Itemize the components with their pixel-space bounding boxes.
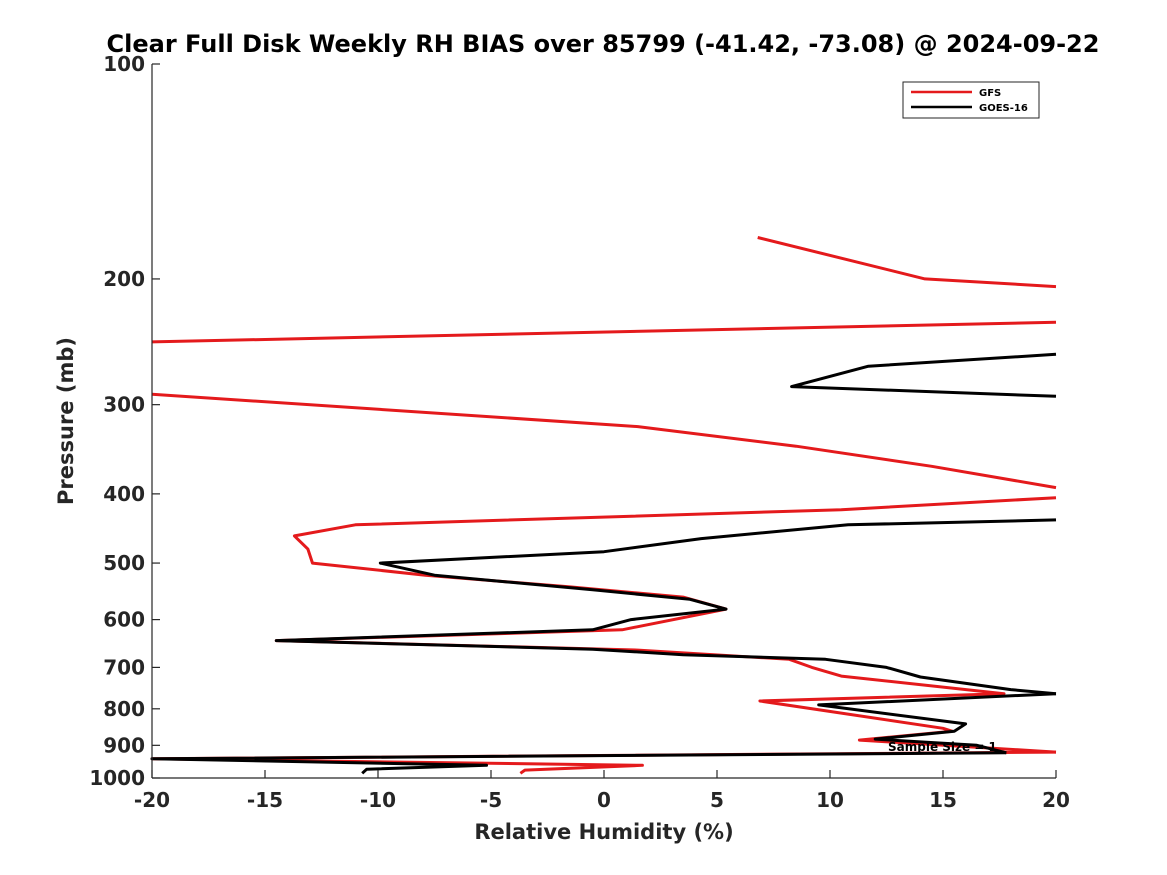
y-tick-label: 700: [103, 655, 145, 679]
y-tick-label: 400: [103, 482, 145, 506]
sample-size-annotation: Sample Size = 1: [888, 740, 997, 754]
x-tick-label: -5: [480, 788, 502, 812]
y-axis-label: Pressure (mb): [54, 337, 78, 505]
plot-area: [152, 64, 1056, 778]
chart-title: Clear Full Disk Weekly RH BIAS over 8579…: [107, 30, 1100, 58]
legend-label-goes16: GOES-16: [979, 103, 1028, 114]
series-line-goes-16-segment-2: [817, 692, 1057, 755]
x-axis-label: Relative Humidity (%): [474, 820, 733, 844]
y-ticks: 100 200 300 400 500 600 700 800 900 1000: [89, 52, 160, 790]
x-tick-label: 10: [816, 788, 844, 812]
x-tick-label: 0: [597, 788, 611, 812]
legend: GFS GOES-16: [902, 81, 1040, 119]
x-ticks: -20 -15 -10 -5 0 5 10 15 20: [134, 770, 1070, 812]
y-tick-label: 1000: [89, 766, 145, 790]
x-tick-label: 5: [710, 788, 724, 812]
x-tick-label: 20: [1042, 788, 1070, 812]
series-line-gfs-segment-1: [151, 320, 1057, 344]
y-tick-label: 300: [103, 393, 145, 417]
x-tick-label: -15: [247, 788, 283, 812]
y-tick-label: 100: [103, 52, 145, 76]
series-line-goes-16-segment-0: [790, 352, 1057, 398]
series-line-goes-16-segment-3: [150, 751, 1007, 775]
series-line-gfs-segment-2: [151, 392, 1057, 490]
series-line-gfs-segment-0: [757, 236, 1057, 289]
y-tick-label: 600: [103, 608, 145, 632]
y-tick-label: 200: [103, 267, 145, 291]
series-layer: [150, 236, 1057, 775]
x-tick-label: -20: [134, 788, 170, 812]
series-line-goes-16-segment-1: [274, 518, 1057, 696]
y-tick-label: 800: [103, 697, 145, 721]
y-tick-label: 900: [103, 733, 145, 757]
legend-label-gfs: GFS: [979, 88, 1001, 99]
legend-box: [902, 81, 1040, 119]
x-tick-label: -10: [360, 788, 396, 812]
x-tick-label: 15: [929, 788, 957, 812]
y-tick-label: 500: [103, 551, 145, 575]
